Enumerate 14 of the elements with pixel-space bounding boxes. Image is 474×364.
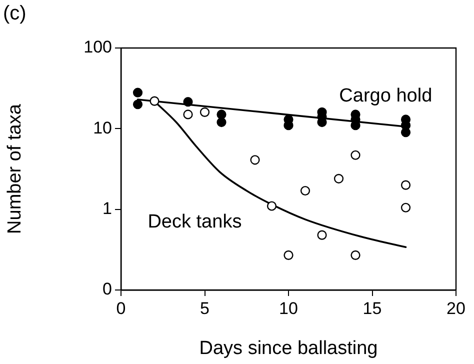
x-axis-title: Days since ballasting [199, 338, 378, 359]
x-tick-label: 10 [279, 298, 298, 318]
y-axis-title: Number of taxa [4, 104, 26, 234]
series-label: Cargo hold [339, 86, 432, 107]
chart-title: (c) [3, 2, 26, 25]
x-tick-label: 15 [362, 298, 382, 318]
y-tick-label: 100 [84, 38, 112, 57]
x-tick-label: 20 [446, 298, 466, 318]
x-tick-label: 5 [200, 298, 210, 318]
y-tick-label: 1 [102, 199, 112, 218]
series-label: Deck tanks [148, 211, 242, 232]
x-tick-label: 0 [116, 298, 126, 318]
y-tick-label: 0 [102, 280, 112, 299]
y-tick-label: 10 [93, 118, 112, 138]
